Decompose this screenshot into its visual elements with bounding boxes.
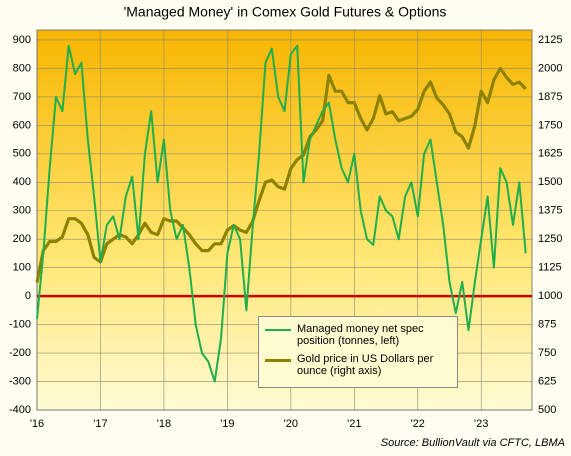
- y2-tick-label: 625: [538, 375, 556, 387]
- legend: Managed money net spec position (tonnes,…: [258, 316, 458, 388]
- x-tick-label: '16: [30, 418, 44, 430]
- y-tick-label: 900: [13, 34, 31, 46]
- y2-tick-label: 1250: [538, 233, 562, 245]
- y-tick-label: 200: [13, 233, 31, 245]
- y2-tick-label: 875: [538, 319, 556, 331]
- legend-label: Managed money net spec position (tonnes,…: [297, 323, 424, 347]
- y-tick-label: -100: [9, 319, 31, 331]
- y2-tick-label: 1000: [538, 290, 562, 302]
- x-tick-label: '18: [157, 418, 171, 430]
- y2-tick-label: 1625: [538, 148, 562, 160]
- x-tick-label: '21: [347, 418, 361, 430]
- y2-tick-label: 1750: [538, 119, 562, 131]
- y-tick-label: -400: [9, 404, 31, 416]
- legend-swatch: [265, 359, 291, 362]
- y-tick-label: 100: [13, 262, 31, 274]
- x-tick-label: '23: [474, 418, 488, 430]
- legend-label: Gold price in US Dollars per ounce (righ…: [297, 353, 434, 377]
- y-tick-label: 400: [13, 176, 31, 188]
- x-tick-label: '19: [220, 418, 234, 430]
- x-tick-label: '22: [411, 418, 425, 430]
- x-tick-label: '17: [93, 418, 107, 430]
- legend-item: Gold price in US Dollars per ounce (righ…: [265, 353, 451, 377]
- y-tick-label: 700: [13, 91, 31, 103]
- y-tick-label: 600: [13, 119, 31, 131]
- source: Source: BullionVault via CFTC, LBMA: [381, 437, 565, 449]
- legend-item: Managed money net spec position (tonnes,…: [265, 323, 451, 347]
- y2-tick-label: 750: [538, 347, 556, 359]
- y-tick-label: 300: [13, 205, 31, 217]
- y2-tick-label: 1500: [538, 176, 562, 188]
- y2-tick-label: 2000: [538, 62, 562, 74]
- y-tick-label: -200: [9, 347, 31, 359]
- y-tick-label: 0: [25, 290, 31, 302]
- series-line: [36, 44, 527, 383]
- legend-swatch: [265, 329, 291, 331]
- y-tick-label: 800: [13, 62, 31, 74]
- y-tick-label: -300: [9, 375, 31, 387]
- x-tick-label: '20: [284, 418, 298, 430]
- y2-tick-label: 1125: [538, 262, 562, 274]
- y2-tick-label: 1375: [538, 205, 562, 217]
- y2-tick-label: 2125: [538, 34, 562, 46]
- y2-tick-label: 500: [538, 404, 556, 416]
- y2-tick-label: 1875: [538, 91, 562, 103]
- chart-title: 'Managed Money' in Comex Gold Futures & …: [124, 4, 447, 20]
- plot-border: [36, 29, 533, 411]
- y-tick-label: 500: [13, 148, 31, 160]
